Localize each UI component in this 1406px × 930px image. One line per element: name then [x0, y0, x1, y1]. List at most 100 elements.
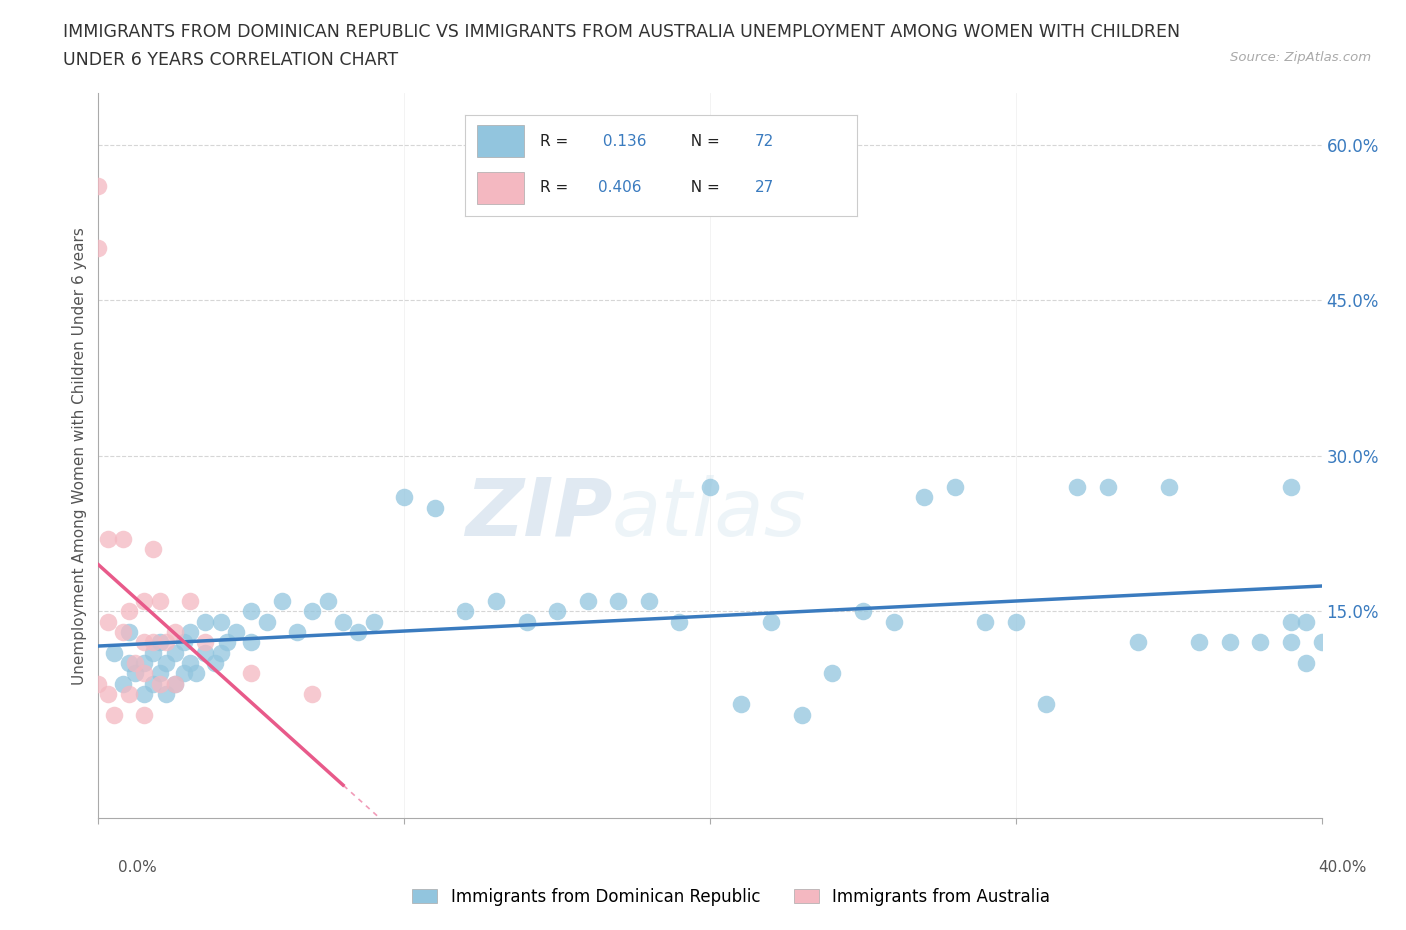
Point: [1188, 635, 1211, 650]
Point: [240, 635, 263, 650]
Text: Source: ZipAtlas.com: Source: ZipAtlas.com: [1230, 51, 1371, 64]
Point: [111, 624, 134, 639]
Point: [607, 593, 630, 608]
Point: [240, 604, 263, 618]
Point: [790, 708, 813, 723]
Point: [883, 614, 905, 629]
Point: [943, 479, 966, 494]
Point: [155, 686, 177, 701]
Point: [194, 645, 217, 660]
Point: [163, 624, 186, 639]
Point: [392, 490, 416, 505]
Point: [821, 666, 844, 681]
Point: [1097, 479, 1119, 494]
Point: [637, 593, 661, 608]
Point: [256, 614, 278, 629]
Point: [1219, 635, 1241, 650]
Point: [134, 686, 156, 701]
Point: [149, 635, 172, 650]
Point: [194, 614, 217, 629]
Point: [186, 666, 208, 681]
Legend: Immigrants from Dominican Republic, Immigrants from Australia: Immigrants from Dominican Republic, Immi…: [406, 881, 1056, 912]
Point: [194, 635, 217, 650]
Point: [179, 656, 201, 671]
Point: [1279, 635, 1302, 650]
Point: [97, 614, 120, 629]
Point: [1310, 635, 1333, 650]
Point: [149, 666, 172, 681]
Point: [852, 604, 875, 618]
Point: [1066, 479, 1088, 494]
Point: [124, 666, 146, 681]
Point: [332, 614, 354, 629]
Point: [103, 708, 125, 723]
Point: [363, 614, 385, 629]
Point: [163, 645, 186, 660]
Point: [730, 697, 752, 711]
Point: [1295, 614, 1317, 629]
Point: [134, 666, 156, 681]
Point: [173, 635, 195, 650]
Point: [215, 635, 238, 650]
Point: [149, 676, 172, 691]
Point: [1279, 479, 1302, 494]
Text: UNDER 6 YEARS CORRELATION CHART: UNDER 6 YEARS CORRELATION CHART: [63, 51, 398, 69]
Point: [124, 656, 146, 671]
Point: [516, 614, 538, 629]
Point: [423, 500, 446, 515]
Y-axis label: Unemployment Among Women with Children Under 6 years: Unemployment Among Women with Children U…: [72, 227, 87, 684]
Point: [301, 686, 323, 701]
Point: [134, 635, 156, 650]
Text: atlas: atlas: [612, 474, 807, 552]
Point: [134, 708, 156, 723]
Point: [111, 676, 134, 691]
Point: [1035, 697, 1057, 711]
Point: [347, 624, 370, 639]
Point: [485, 593, 508, 608]
Point: [97, 531, 120, 546]
Point: [134, 656, 156, 671]
Text: ZIP: ZIP: [465, 474, 612, 552]
Point: [111, 531, 134, 546]
Point: [87, 676, 110, 691]
Point: [155, 656, 177, 671]
Point: [87, 179, 110, 193]
Point: [546, 604, 568, 618]
Point: [155, 635, 177, 650]
Point: [974, 614, 997, 629]
Text: 40.0%: 40.0%: [1319, 860, 1367, 875]
Point: [1004, 614, 1026, 629]
Point: [1249, 635, 1271, 650]
Point: [118, 624, 141, 639]
Point: [285, 624, 308, 639]
Point: [118, 604, 141, 618]
Point: [225, 624, 247, 639]
Point: [301, 604, 323, 618]
Point: [163, 676, 186, 691]
Point: [103, 645, 125, 660]
Point: [209, 614, 232, 629]
Point: [118, 656, 141, 671]
Point: [179, 624, 201, 639]
Point: [142, 676, 165, 691]
Point: [87, 241, 110, 256]
Point: [1157, 479, 1180, 494]
Point: [118, 686, 141, 701]
Point: [204, 656, 226, 671]
Point: [209, 645, 232, 660]
Point: [179, 593, 201, 608]
Point: [142, 635, 165, 650]
Point: [240, 666, 263, 681]
Point: [163, 676, 186, 691]
Point: [668, 614, 690, 629]
Text: 0.0%: 0.0%: [118, 860, 157, 875]
Point: [912, 490, 935, 505]
Point: [142, 645, 165, 660]
Point: [1295, 656, 1317, 671]
Point: [134, 593, 156, 608]
Text: IMMIGRANTS FROM DOMINICAN REPUBLIC VS IMMIGRANTS FROM AUSTRALIA UNEMPLOYMENT AMO: IMMIGRANTS FROM DOMINICAN REPUBLIC VS IM…: [63, 23, 1181, 41]
Point: [173, 666, 195, 681]
Point: [454, 604, 477, 618]
Point: [316, 593, 339, 608]
Point: [576, 593, 599, 608]
